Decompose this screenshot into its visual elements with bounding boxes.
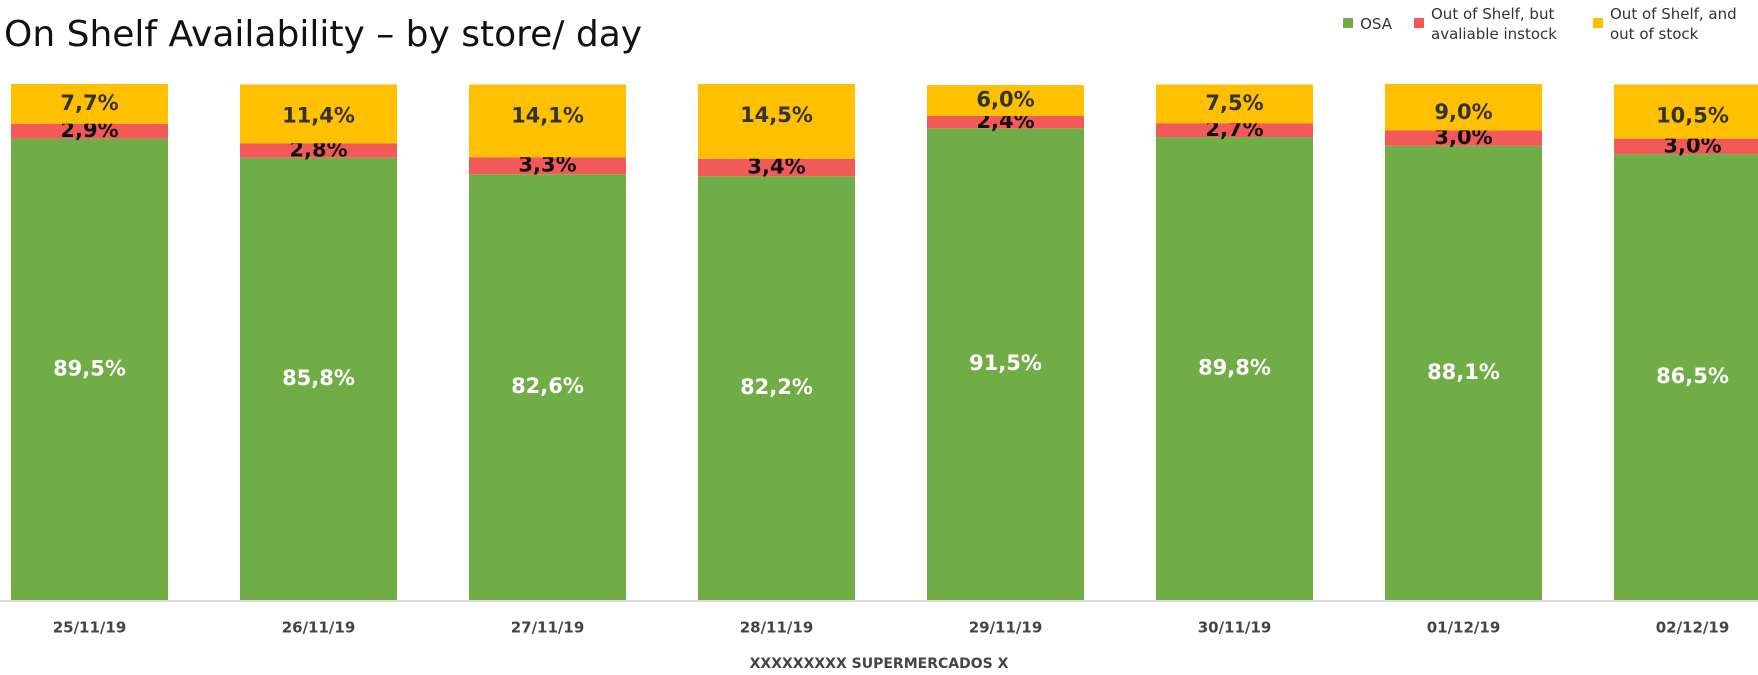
legend-swatch xyxy=(1343,18,1354,28)
legend-item: OSA xyxy=(1343,4,1392,44)
data-label: 86,5% xyxy=(1656,364,1729,388)
bar-segment xyxy=(1614,138,1758,155)
data-label: 82,6% xyxy=(511,374,584,398)
data-label: 11,4% xyxy=(282,104,355,128)
legend-item: Out of Shelf, but avaliable instock xyxy=(1414,4,1571,44)
bar-segment xyxy=(1385,145,1542,600)
data-label: 7,7% xyxy=(60,91,118,115)
chart-title: On Shelf Availability – by store/ day xyxy=(4,14,642,55)
x-tick-label: 28/11/19 xyxy=(740,619,814,637)
data-label: 85,8% xyxy=(282,366,355,390)
bar-segment xyxy=(240,157,397,600)
data-label: 7,5% xyxy=(1205,91,1263,115)
bar-segment xyxy=(469,157,626,175)
bar-segment xyxy=(1156,123,1313,138)
x-tick-label: 26/11/19 xyxy=(282,619,356,637)
data-label: 89,8% xyxy=(1198,356,1271,380)
bar-segment xyxy=(1614,154,1758,600)
data-label: 9,0% xyxy=(1434,100,1492,124)
x-axis-label: XXXXXXXXX SUPERMERCADOS X xyxy=(750,656,1009,672)
bar-segment xyxy=(11,138,168,600)
bar-segment xyxy=(469,174,626,601)
legend-item: Out of Shelf, and out of stock xyxy=(1593,4,1750,44)
legend-label: Out of Shelf, but avaliable instock xyxy=(1431,5,1557,43)
bar-segment xyxy=(927,85,1084,116)
data-label: 6,0% xyxy=(976,87,1034,111)
data-label: 10,5% xyxy=(1656,104,1729,128)
bar-segment xyxy=(698,84,855,159)
bar-segment xyxy=(240,143,397,158)
data-label: 89,5% xyxy=(53,356,126,380)
bar-segment xyxy=(1156,84,1313,124)
bar-segment xyxy=(469,84,626,158)
legend-swatch xyxy=(1593,18,1603,28)
bar-segment xyxy=(927,115,1084,129)
bar-segment xyxy=(11,123,168,139)
bar-segment xyxy=(1385,84,1542,131)
data-label: 91,5% xyxy=(969,351,1042,375)
x-tick-label: 02/12/19 xyxy=(1656,619,1730,637)
legend-swatch xyxy=(1414,18,1424,28)
x-tick-label: 01/12/19 xyxy=(1427,619,1501,637)
legend-label: OSA xyxy=(1360,15,1392,33)
bar-segment xyxy=(240,84,397,144)
data-label: 88,1% xyxy=(1427,360,1500,384)
bar-segment xyxy=(1156,137,1313,600)
bar-segment xyxy=(698,158,855,177)
legend-label: Out of Shelf, and out of stock xyxy=(1610,5,1737,43)
legend: OSA Out of Shelf, but avaliable instock Ou… xyxy=(1343,4,1750,44)
x-tick-label: 30/11/19 xyxy=(1198,619,1272,637)
x-tick-label: 25/11/19 xyxy=(53,619,127,637)
bar-segment xyxy=(698,176,855,600)
data-label: 14,5% xyxy=(740,103,813,127)
bar-segment xyxy=(1614,84,1758,139)
data-label: 14,1% xyxy=(511,104,584,128)
data-label: 82,2% xyxy=(740,375,813,399)
x-tick-label: 29/11/19 xyxy=(969,619,1043,637)
bar-segment xyxy=(11,84,168,124)
x-tick-label: 27/11/19 xyxy=(511,619,585,637)
bar-segment xyxy=(927,128,1084,600)
bar-segment xyxy=(1385,130,1542,146)
